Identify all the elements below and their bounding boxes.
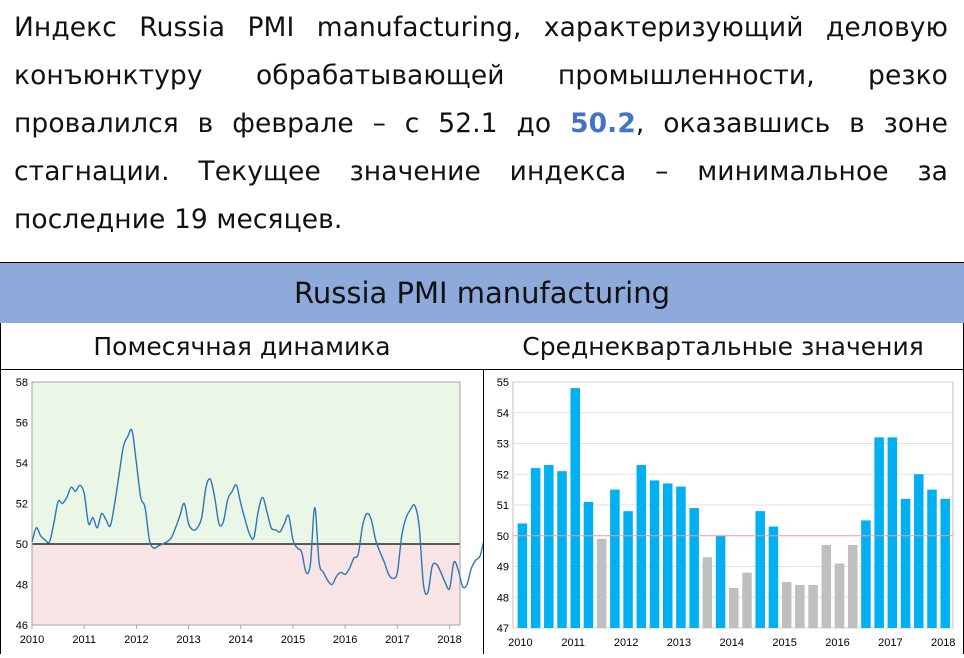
bar <box>847 544 858 628</box>
quarterly-bar-chart: 47 48 49 50 51 52 53 54 55 2010 2011 2012 2013 2014 20… <box>497 377 956 649</box>
bar <box>887 437 898 628</box>
bar <box>636 465 647 628</box>
y-tick-label: 54 <box>497 408 509 420</box>
x-tick-label: 2011 <box>72 634 96 646</box>
table-title: Russia PMI manufacturing <box>0 262 964 324</box>
bar <box>557 471 567 628</box>
y-tick-label: 58 <box>16 377 28 389</box>
bar <box>702 557 713 628</box>
bar <box>808 584 818 628</box>
x-tick-label: 2012 <box>124 634 148 646</box>
bar <box>530 468 541 628</box>
bar <box>689 508 699 628</box>
intro-paragraph: Индекс Russia PMI manufacturing, характе… <box>14 4 948 244</box>
right-chart-title: Среднеквартальные значения <box>483 323 964 370</box>
x-tick-label: 2010 <box>20 634 44 646</box>
x-tick-label: 2013 <box>667 637 691 649</box>
y-tick-label: 55 <box>497 377 509 389</box>
bar <box>781 581 792 628</box>
x-tick-label: 2018 <box>437 634 461 646</box>
bar <box>768 526 779 628</box>
bar <box>834 563 845 628</box>
y-tick-label: 50 <box>16 539 28 551</box>
quarterly-chart-container: 47 48 49 50 51 52 53 54 55 2010 2011 2012 2013 2014 20… <box>483 370 964 654</box>
y-tick-label: 49 <box>497 562 509 574</box>
above-threshold-zone <box>32 382 460 544</box>
bar <box>570 388 580 628</box>
x-tick-label: 2015 <box>281 634 305 646</box>
bar <box>715 535 726 628</box>
y-tick-label: 46 <box>16 620 28 632</box>
left-chart-title: Помесячная динамика <box>0 323 484 370</box>
y-tick-label: 47 <box>497 623 509 635</box>
bar <box>821 544 832 628</box>
x-tick-label: 2015 <box>772 637 796 649</box>
x-tick-label: 2017 <box>385 634 409 646</box>
bar <box>583 501 594 628</box>
y-tick-label: 56 <box>16 418 28 430</box>
x-tick-label: 2014 <box>229 634 253 646</box>
x-tick-label: 2017 <box>878 637 902 649</box>
y-tick-label: 53 <box>497 439 509 451</box>
bar <box>874 437 884 628</box>
x-tick-label: 2011 <box>561 637 585 649</box>
bar <box>795 584 805 628</box>
bar <box>596 538 607 628</box>
y-tick-label: 48 <box>497 592 509 604</box>
below-threshold-zone <box>32 544 460 625</box>
x-tick-label: 2016 <box>333 634 357 646</box>
y-tick-label: 54 <box>16 458 28 470</box>
bar <box>662 483 673 628</box>
bar <box>742 572 752 628</box>
x-tick-label: 2012 <box>614 637 638 649</box>
bar <box>676 486 686 628</box>
bar <box>861 520 871 628</box>
bar <box>517 523 528 628</box>
bar <box>610 489 620 628</box>
x-tick-label: 2014 <box>720 637 744 649</box>
bar <box>755 511 765 628</box>
bar <box>940 498 950 628</box>
bar <box>623 511 633 628</box>
intro-text-before: Индекс Russia PMI manufacturing, характе… <box>14 12 948 139</box>
highlight-value: 50.2 <box>570 108 636 139</box>
y-tick-label: 52 <box>16 499 28 511</box>
monthly-line-chart: 46 48 50 52 54 56 58 2010 2011 2012 2013 2014 2015 20… <box>16 377 673 646</box>
y-tick-label: 51 <box>497 500 509 512</box>
y-tick-label: 50 <box>497 531 509 543</box>
bar <box>927 489 937 628</box>
intro-text-after: , оказавшись в зоне стагнации. Текущее з… <box>14 108 948 235</box>
x-tick-label: 2013 <box>176 634 200 646</box>
bar <box>544 465 554 628</box>
x-tick-label: 2016 <box>825 637 849 649</box>
x-tick-label: 2010 <box>508 637 532 649</box>
bar <box>649 480 660 628</box>
monthly-chart-container: 46 48 50 52 54 56 58 2010 2011 2012 2013 2014 2015 20… <box>0 370 673 654</box>
bar <box>900 498 911 628</box>
bar <box>914 474 924 628</box>
y-tick-label: 48 <box>16 580 28 592</box>
x-tick-label: 2018 <box>931 637 955 649</box>
bar <box>729 588 739 628</box>
plot-frame <box>31 381 461 626</box>
y-tick-label: 52 <box>497 469 509 481</box>
